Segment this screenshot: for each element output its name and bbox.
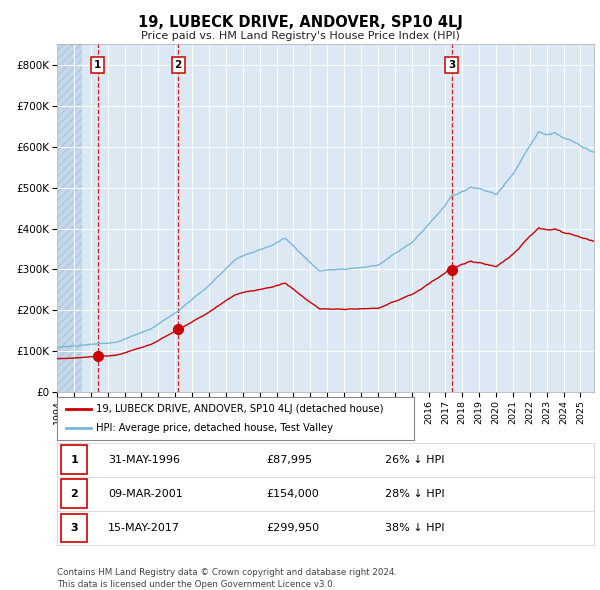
FancyBboxPatch shape	[61, 480, 87, 508]
Text: Price paid vs. HM Land Registry's House Price Index (HPI): Price paid vs. HM Land Registry's House …	[140, 31, 460, 41]
Text: 38% ↓ HPI: 38% ↓ HPI	[385, 523, 444, 533]
Bar	[98, 44, 178, 392]
Text: 09-MAR-2001: 09-MAR-2001	[108, 489, 183, 499]
Bar	[57, 44, 82, 392]
Text: 19, LUBECK DRIVE, ANDOVER, SP10 4LJ: 19, LUBECK DRIVE, ANDOVER, SP10 4LJ	[137, 15, 463, 30]
Text: HPI: Average price, detached house, Test Valley: HPI: Average price, detached house, Test…	[96, 423, 333, 433]
Text: 1: 1	[70, 455, 78, 464]
Text: 28% ↓ HPI: 28% ↓ HPI	[385, 489, 444, 499]
Text: 1: 1	[94, 60, 101, 70]
Text: 2: 2	[175, 60, 182, 70]
Text: £87,995: £87,995	[266, 455, 313, 464]
Text: 31-MAY-1996: 31-MAY-1996	[108, 455, 180, 464]
Text: 19, LUBECK DRIVE, ANDOVER, SP10 4LJ (detached house): 19, LUBECK DRIVE, ANDOVER, SP10 4LJ (det…	[96, 404, 384, 414]
Text: 3: 3	[70, 523, 78, 533]
Text: £154,000: £154,000	[266, 489, 319, 499]
Text: 3: 3	[448, 60, 455, 70]
Text: 2: 2	[70, 489, 78, 499]
FancyBboxPatch shape	[61, 514, 87, 542]
Text: £299,950: £299,950	[266, 523, 320, 533]
Text: Contains HM Land Registry data © Crown copyright and database right 2024.
This d: Contains HM Land Registry data © Crown c…	[57, 568, 397, 589]
FancyBboxPatch shape	[61, 445, 87, 474]
Text: 15-MAY-2017: 15-MAY-2017	[108, 523, 180, 533]
Text: 26% ↓ HPI: 26% ↓ HPI	[385, 455, 444, 464]
